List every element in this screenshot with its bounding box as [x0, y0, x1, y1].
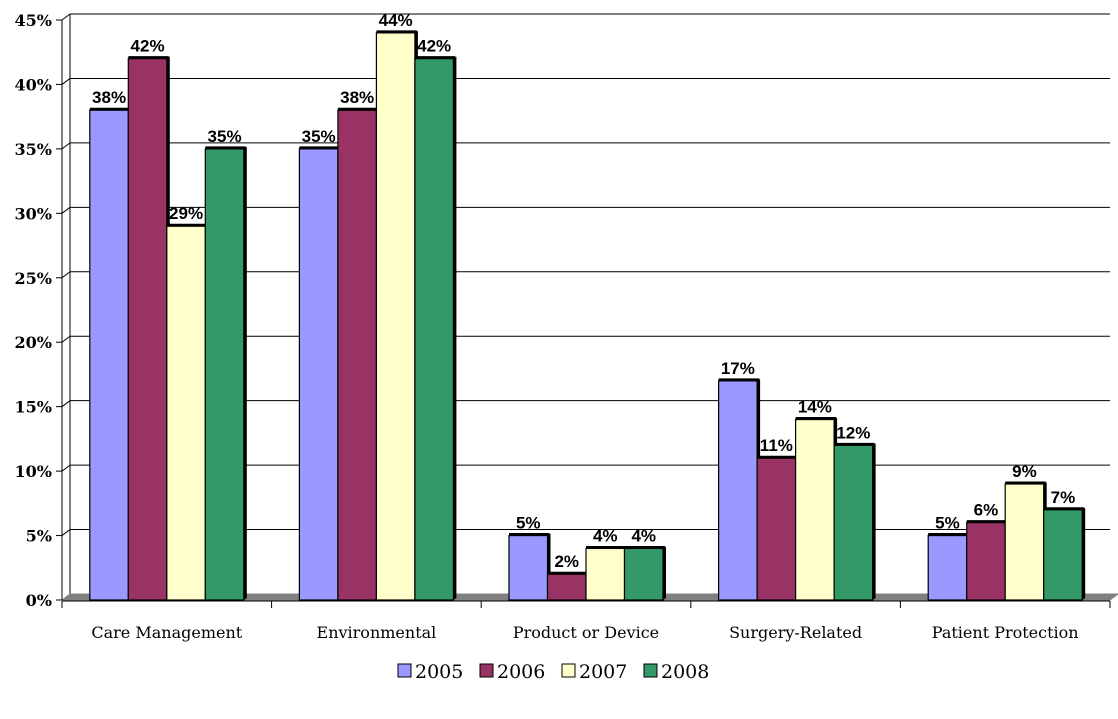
bar-2005-2 — [508, 534, 549, 601]
bar-2005-3 — [717, 380, 758, 601]
bar-2008-4 — [1043, 509, 1083, 601]
y-tick-label: 35% — [15, 140, 52, 159]
bar-side-2008 — [872, 443, 876, 600]
x-tick-label: Product or Device — [513, 623, 659, 642]
x-tick-label: Surgery-Related — [729, 623, 862, 642]
data-label: 9% — [1012, 462, 1037, 481]
data-label: 42% — [131, 37, 165, 56]
bar-2006-3 — [756, 457, 797, 601]
data-label: 29% — [169, 204, 203, 223]
y-tick-label: 30% — [15, 204, 52, 223]
legend-label: 2005 — [415, 661, 463, 683]
data-label: 11% — [760, 436, 793, 455]
bar-2008-2 — [623, 547, 664, 601]
x-tick-label: Patient Protection — [932, 623, 1079, 642]
bars — [89, 30, 1086, 601]
data-labels: 38%42%29%35% 35%38%44%42%5%2%4% 4%17%11%14… — [92, 11, 1075, 571]
data-label: 6% — [974, 501, 999, 520]
bar-2007-3 — [794, 418, 835, 601]
data-label: 35% — [302, 127, 336, 146]
y-tick-label: 45% — [15, 11, 52, 30]
gridline-diagonal — [61, 13, 71, 21]
bar-2008-1 — [414, 58, 454, 601]
gridline-diagonal — [61, 400, 71, 408]
legend-label: 2008 — [661, 661, 709, 683]
gridline-diagonal — [61, 142, 71, 150]
x-tick-label: Environmental — [317, 623, 437, 642]
y-tick-label: 25% — [15, 269, 52, 288]
bar-2007-2 — [585, 547, 626, 601]
gridline-diagonal — [61, 271, 71, 279]
bar-side-2008 — [663, 546, 666, 600]
y-tick-label: 40% — [15, 75, 52, 94]
bar-2006-0 — [127, 58, 168, 601]
bar-2005-1 — [298, 148, 339, 601]
legend-label: 2007 — [579, 661, 627, 683]
y-tick-label: 5% — [26, 527, 52, 546]
gridline-diagonal — [61, 335, 71, 343]
bar-2006-4 — [966, 522, 1006, 601]
data-label: 14% — [798, 398, 832, 417]
bar-2006-2 — [546, 573, 587, 601]
y-tick-label: 10% — [15, 462, 52, 481]
data-label: 5% — [935, 514, 960, 533]
gridline-diagonal — [61, 206, 71, 214]
legend: 2005 2006 2007 2008 — [397, 661, 709, 683]
gridline-diagonal — [61, 78, 71, 85]
data-label: 44% — [379, 11, 413, 30]
data-label: 7% — [1051, 488, 1076, 507]
bar-side-2008 — [1082, 507, 1086, 600]
data-label: 12% — [836, 423, 870, 442]
data-label: 42% — [417, 37, 451, 56]
bar-2007-1 — [375, 32, 416, 601]
legend-swatch-2008 — [643, 663, 658, 678]
bar-2006-1 — [337, 109, 377, 601]
y-tick-label: 15% — [15, 398, 52, 417]
legend-swatch-2006 — [479, 663, 494, 678]
data-label: 4% — [631, 526, 656, 545]
gridline-diagonal — [61, 529, 71, 536]
bar-2008-3 — [833, 444, 874, 601]
bar-2005-0 — [89, 109, 129, 601]
data-label: 38% — [340, 88, 374, 107]
gridline-diagonal — [61, 464, 71, 472]
data-label: 4% — [593, 526, 618, 545]
x-tick-label: Care Management — [91, 623, 242, 642]
bar-2008-0 — [204, 148, 245, 601]
data-label: 38% — [92, 88, 126, 107]
data-label: 17% — [721, 359, 755, 378]
legend-swatch-2005 — [397, 663, 412, 678]
data-label: 5% — [516, 514, 541, 533]
data-label: 2% — [554, 552, 579, 571]
bar-side-2008 — [243, 146, 247, 600]
legend-swatch-2007 — [561, 663, 576, 678]
bar-2007-4 — [1004, 483, 1045, 601]
y-tick-label: 20% — [15, 333, 52, 352]
bar-side-2008 — [453, 56, 457, 600]
bar-2005-4 — [927, 534, 968, 601]
axes: 0% 5% 10% 15% 20% 25% 30% 35% 40% 45% Care Managem… — [15, 11, 1111, 642]
bar-2007-0 — [166, 225, 206, 601]
data-label: 35% — [208, 127, 242, 146]
y-tick-label: 0% — [26, 591, 52, 610]
legend-label: 2006 — [497, 661, 545, 683]
